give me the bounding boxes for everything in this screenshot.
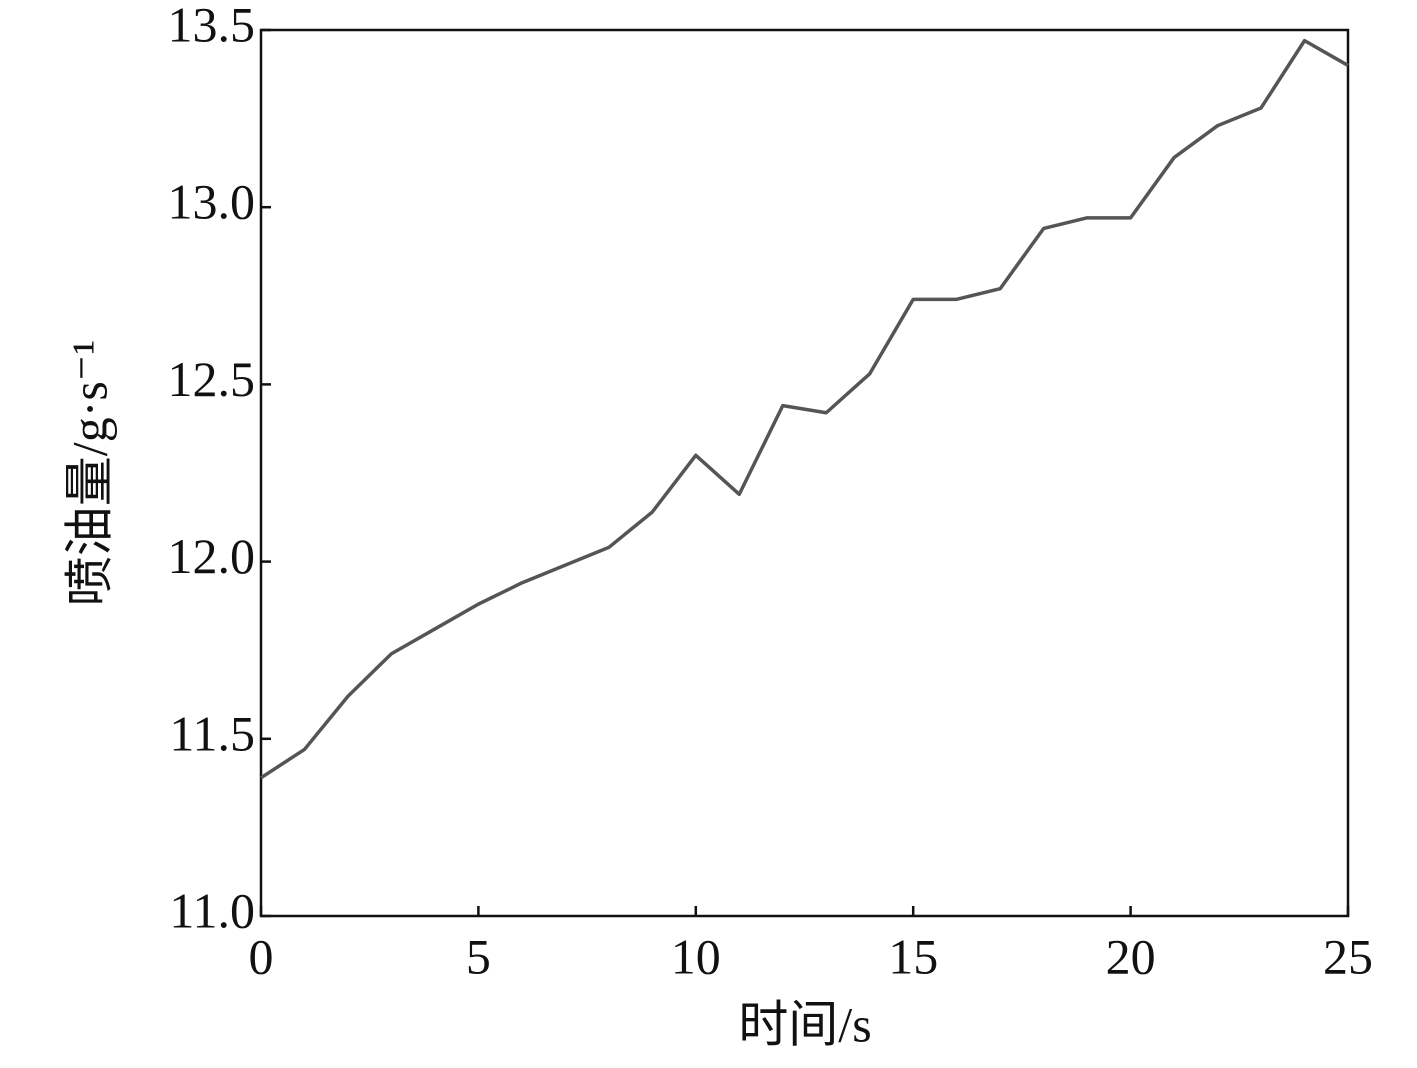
y-tick-label: 13.5 (168, 0, 256, 52)
y-tick-label: 12.0 (168, 528, 256, 584)
plot-frame (259, 28, 1350, 918)
x-axis-label: 时间/s (738, 996, 871, 1052)
data-line (260, 38, 1349, 780)
x-tick-label: 10 (671, 928, 721, 984)
y-tick-label: 11.0 (169, 882, 255, 938)
x-tick-label: 0 (249, 928, 274, 984)
y-axis-label: 喷油量/g·s⁻¹ (61, 340, 117, 606)
x-tick-label: 5 (466, 928, 491, 984)
y-tick-label: 13.0 (168, 174, 256, 230)
y-tick-label: 12.5 (168, 351, 256, 407)
x-tick-label: 20 (1106, 928, 1156, 984)
y-tick-label: 11.5 (169, 705, 255, 761)
x-tick-label: 25 (1323, 928, 1373, 984)
x-tick-label: 15 (888, 928, 938, 984)
